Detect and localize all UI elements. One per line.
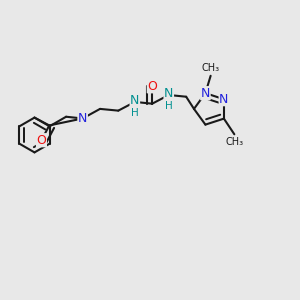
Text: N: N (219, 93, 229, 106)
Text: N: N (130, 94, 140, 107)
Text: O: O (147, 80, 157, 93)
Text: N: N (164, 87, 173, 100)
Text: H: H (165, 101, 172, 111)
Text: H: H (131, 108, 139, 118)
Text: CH₃: CH₃ (202, 63, 220, 74)
Text: N: N (201, 87, 210, 100)
Text: O: O (37, 134, 46, 147)
Text: CH₃: CH₃ (225, 137, 243, 147)
Text: N: N (78, 112, 87, 125)
